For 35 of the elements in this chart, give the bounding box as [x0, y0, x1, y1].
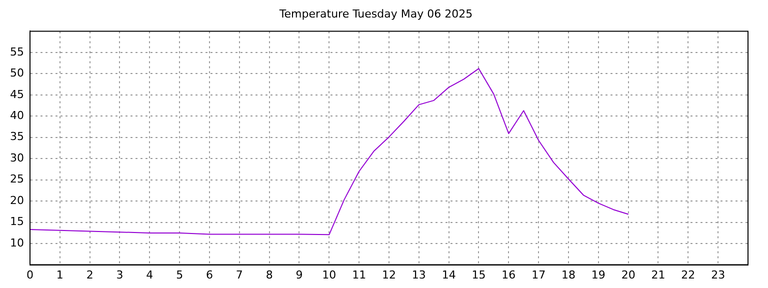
- x-tick-label: 15: [472, 268, 486, 282]
- x-tick-label: 19: [591, 268, 606, 282]
- y-tick-label: 35: [10, 130, 24, 144]
- x-tick-label: 21: [651, 268, 666, 282]
- x-tick-label: 7: [236, 268, 243, 282]
- x-tick-label: 14: [442, 268, 456, 282]
- x-tick-label: 6: [206, 268, 213, 282]
- y-tick-label: 55: [10, 45, 24, 58]
- x-tick-label: 1: [56, 268, 64, 282]
- x-tick-label: 13: [412, 268, 426, 282]
- x-tick-label: 23: [711, 268, 726, 282]
- y-tick-label: 10: [10, 236, 24, 250]
- x-tick-label: 20: [621, 268, 636, 282]
- x-tick-label: 3: [116, 268, 124, 282]
- y-tick-label: 50: [10, 66, 24, 80]
- x-tick-label: 22: [681, 268, 696, 282]
- x-tick-label: 11: [352, 268, 366, 282]
- x-tick-label: 4: [146, 268, 154, 282]
- y-tick-label: 20: [10, 194, 24, 207]
- x-tick-label: 2: [86, 268, 94, 282]
- x-tick-label: 17: [532, 268, 546, 282]
- y-tick-label: 40: [10, 109, 24, 122]
- x-tick-label: 18: [562, 268, 576, 282]
- y-tick-label: 30: [10, 151, 24, 164]
- x-tick-label: 12: [382, 268, 396, 282]
- y-tick-label: 25: [10, 172, 24, 186]
- x-tick-label: 10: [322, 268, 336, 282]
- y-tick-label: 45: [10, 88, 24, 101]
- x-tick-label: 9: [296, 268, 303, 282]
- x-tick-label: 8: [266, 268, 273, 282]
- x-tick-label: 5: [176, 268, 184, 282]
- y-tick-label: 15: [10, 215, 24, 228]
- chart-title: Temperature Tuesday May 06 2025: [278, 7, 473, 20]
- x-tick-label: 16: [502, 268, 516, 282]
- x-tick-label: 0: [26, 268, 34, 282]
